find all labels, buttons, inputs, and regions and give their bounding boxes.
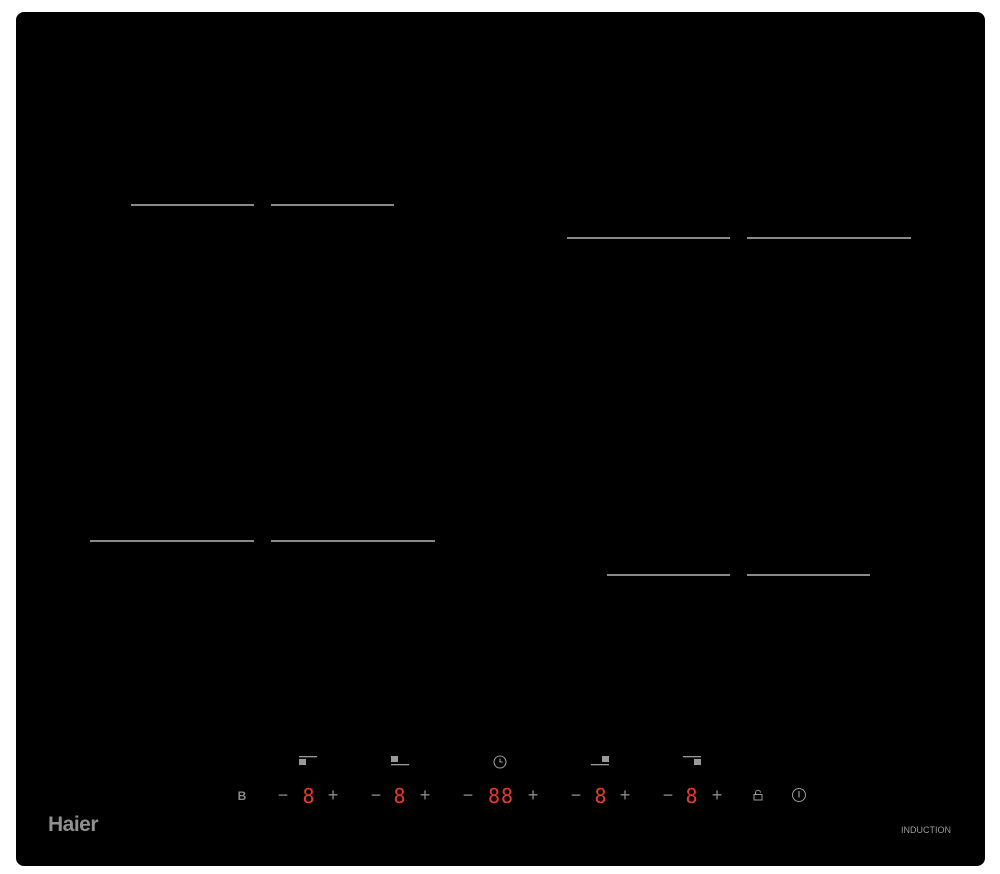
cooktop-glass bbox=[16, 12, 985, 866]
zone-front-left-icon bbox=[391, 756, 409, 766]
booster-button[interactable]: B bbox=[237, 789, 247, 803]
zone4-plus-button[interactable]: + bbox=[711, 785, 723, 805]
zone3-display: 8 bbox=[594, 784, 608, 808]
zone1-plus-button[interactable]: + bbox=[327, 785, 339, 805]
zone-front-right-icon bbox=[591, 756, 609, 766]
brand-logo: Haier bbox=[48, 813, 99, 836]
zone1-display: 8 bbox=[302, 784, 316, 808]
zone2-minus-button[interactable]: − bbox=[370, 785, 382, 805]
timer-display: 88 bbox=[487, 784, 515, 808]
induction-label: INDUCTION bbox=[901, 825, 951, 835]
zone-rear-left-icon bbox=[299, 756, 317, 765]
power-icon[interactable] bbox=[792, 788, 807, 803]
zone-rear-right-icon bbox=[683, 756, 701, 765]
zone2-plus-button[interactable]: + bbox=[419, 785, 431, 805]
lock-icon[interactable] bbox=[753, 789, 763, 801]
timer-plus-button[interactable]: + bbox=[527, 785, 539, 805]
zone3-plus-button[interactable]: + bbox=[619, 785, 631, 805]
zone4-display: 8 bbox=[685, 784, 699, 808]
zone2-display: 8 bbox=[393, 784, 407, 808]
zone1-minus-button[interactable]: − bbox=[277, 785, 289, 805]
timer-minus-button[interactable]: − bbox=[462, 785, 474, 805]
zone3-minus-button[interactable]: − bbox=[570, 785, 582, 805]
clock-icon bbox=[493, 755, 507, 769]
zone4-minus-button[interactable]: − bbox=[662, 785, 674, 805]
